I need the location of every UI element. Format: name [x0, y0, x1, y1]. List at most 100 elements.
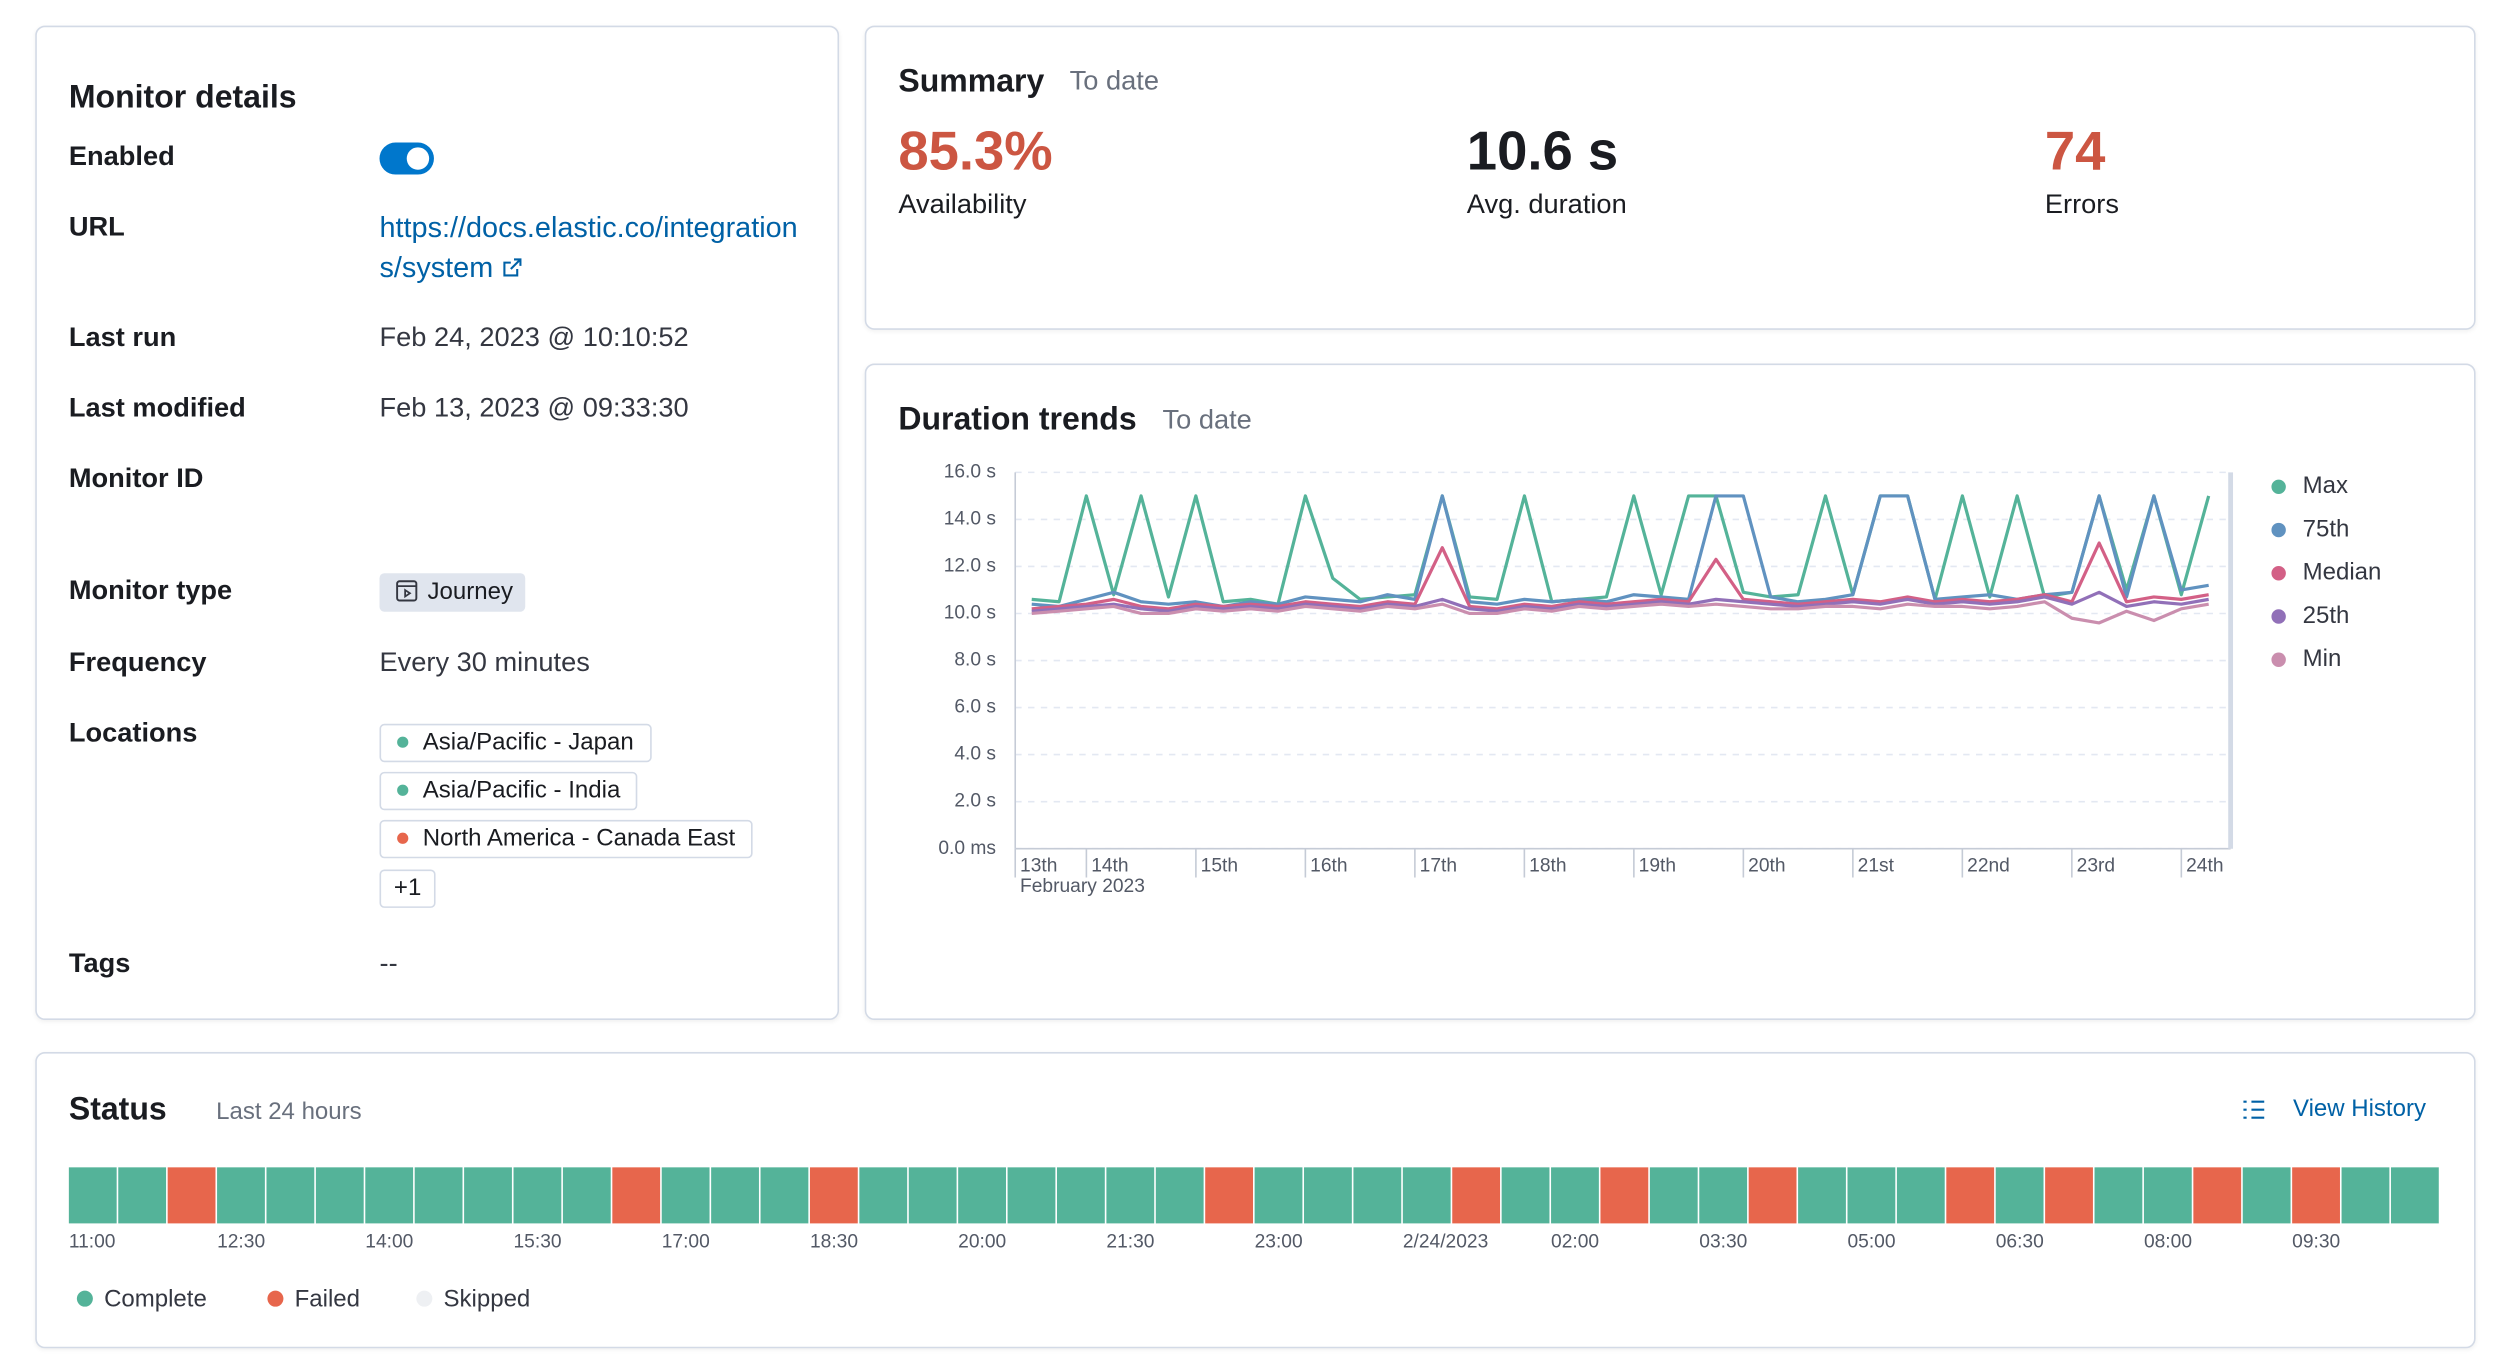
time-tick-label: 06:30: [1996, 1232, 2044, 1253]
x-tick-label: 23rd: [2077, 855, 2115, 876]
legend-dot: [2271, 479, 2286, 495]
url-text[interactable]: https://docs.elastic.co/integrations/sys…: [379, 211, 798, 284]
time-tick-label: 08:00: [2144, 1232, 2192, 1253]
status-segment[interactable]: [266, 1167, 315, 1224]
location-name: Asia/Pacific - Japan: [422, 728, 634, 756]
status-segment[interactable]: [1402, 1167, 1451, 1224]
status-segment[interactable]: [2292, 1167, 2340, 1224]
x-tick-label: 19th: [1639, 855, 1676, 876]
status-segment[interactable]: [2045, 1167, 2093, 1224]
field-label: Last run: [68, 321, 177, 353]
legend-label[interactable]: Min: [2303, 645, 2342, 672]
status-segment[interactable]: [760, 1167, 809, 1224]
legend-dot: [2271, 522, 2286, 538]
time-tick-label: 18:30: [810, 1232, 858, 1253]
status-segment[interactable]: [1106, 1167, 1155, 1224]
field-label: Tags: [68, 947, 131, 979]
more-locations-badge[interactable]: +1: [379, 869, 436, 908]
status-segment[interactable]: [2193, 1167, 2242, 1224]
status-segment[interactable]: [1452, 1167, 1501, 1224]
metric-value: 74: [2044, 121, 2106, 183]
metric-label: Errors: [2044, 188, 2119, 220]
status-segment[interactable]: [1699, 1167, 1748, 1224]
status-segment[interactable]: [711, 1167, 759, 1224]
panel-title: Status: [69, 1091, 167, 1127]
field-label: Locations: [68, 717, 198, 748]
status-segment[interactable]: [2242, 1167, 2291, 1224]
url-link[interactable]: https://docs.elastic.co/integrations/sys…: [380, 208, 806, 288]
status-segment[interactable]: [464, 1167, 512, 1224]
status-segment[interactable]: [1353, 1167, 1402, 1224]
location-name: Asia/Pacific - India: [422, 776, 621, 804]
status-segment[interactable]: [859, 1167, 908, 1224]
status-segment[interactable]: [2094, 1167, 2143, 1224]
view-history-icon[interactable]: [2243, 1100, 2265, 1119]
y-tick-label: 4.0 s: [954, 744, 996, 765]
status-segment[interactable]: [612, 1167, 661, 1224]
status-segment[interactable]: [1600, 1167, 1649, 1224]
status-segment[interactable]: [2390, 1167, 2439, 1224]
status-segment[interactable]: [2341, 1167, 2390, 1224]
status-segment[interactable]: [1501, 1167, 1550, 1224]
x-sublabel: February 2023: [1020, 876, 1145, 897]
status-segment[interactable]: [217, 1167, 265, 1224]
journey-icon: [396, 580, 418, 602]
status-segment[interactable]: [1056, 1167, 1105, 1224]
x-tick-label: 24th: [2186, 855, 2223, 876]
x-tick-label: 18th: [1529, 855, 1566, 876]
legend-dot: [2271, 609, 2286, 624]
status-segment[interactable]: [365, 1167, 414, 1224]
status-segment[interactable]: [908, 1167, 957, 1224]
field-label: Monitor ID: [68, 462, 204, 494]
y-tick-label: 10.0 s: [944, 603, 996, 624]
field-label: Frequency: [68, 646, 207, 678]
status-segment[interactable]: [167, 1167, 216, 1224]
status-segment[interactable]: [1748, 1167, 1797, 1224]
legend-dot: [267, 1290, 284, 1307]
status-segment[interactable]: [1798, 1167, 1846, 1224]
y-tick-label: 0.0 ms: [938, 838, 996, 859]
time-tick-label: 17:00: [662, 1232, 710, 1253]
y-tick-label: 6.0 s: [954, 697, 996, 718]
status-segment[interactable]: [1155, 1167, 1204, 1224]
location-dot: [397, 736, 409, 748]
time-tick-label: 21:30: [1106, 1232, 1154, 1253]
status-segment[interactable]: [1995, 1167, 2044, 1224]
legend-dot: [416, 1290, 433, 1307]
status-segment[interactable]: [1304, 1167, 1352, 1224]
time-tick-label: 11:00: [69, 1232, 116, 1253]
status-segment[interactable]: [958, 1167, 1006, 1224]
legend-label[interactable]: Median: [2303, 559, 2382, 586]
status-segment[interactable]: [2143, 1167, 2192, 1224]
view-history-link[interactable]: View History: [2293, 1095, 2426, 1122]
status-segment[interactable]: [414, 1167, 463, 1224]
metric-value: 85.3%: [898, 121, 1053, 183]
field-value: Every 30 minutes: [379, 646, 590, 678]
status-segment[interactable]: [1551, 1167, 1599, 1224]
status-panel: Status Last 24 hours View History 11:00 1…: [35, 1052, 2476, 1349]
status-segment[interactable]: [562, 1167, 611, 1224]
x-tick-label: 14th: [1091, 855, 1128, 876]
status-segment[interactable]: [68, 1167, 117, 1224]
legend-label[interactable]: 75th: [2303, 515, 2350, 542]
status-segment[interactable]: [1254, 1167, 1303, 1224]
status-segment[interactable]: [1946, 1167, 1995, 1224]
status-segment[interactable]: [1205, 1167, 1254, 1224]
status-segment[interactable]: [118, 1167, 167, 1224]
status-segment[interactable]: [661, 1167, 710, 1224]
status-segment[interactable]: [1649, 1167, 1698, 1224]
status-segment[interactable]: [1847, 1167, 1896, 1224]
enabled-toggle[interactable]: [379, 142, 434, 175]
monitor-type-badge: Journey: [379, 573, 526, 612]
status-segment[interactable]: [809, 1167, 858, 1224]
status-segment[interactable]: [1007, 1167, 1056, 1224]
status-segment[interactable]: [513, 1167, 562, 1224]
legend-label[interactable]: 25th: [2303, 602, 2350, 629]
time-tick-label: 12:30: [217, 1232, 265, 1253]
summary-panel: Summary To date 85.3% Availability 10.6 s A…: [864, 25, 2476, 330]
status-segment[interactable]: [315, 1167, 364, 1224]
series-line: [1031, 541, 2209, 611]
legend-label[interactable]: Max: [2303, 472, 2348, 499]
status-segment[interactable]: [1896, 1167, 1945, 1224]
